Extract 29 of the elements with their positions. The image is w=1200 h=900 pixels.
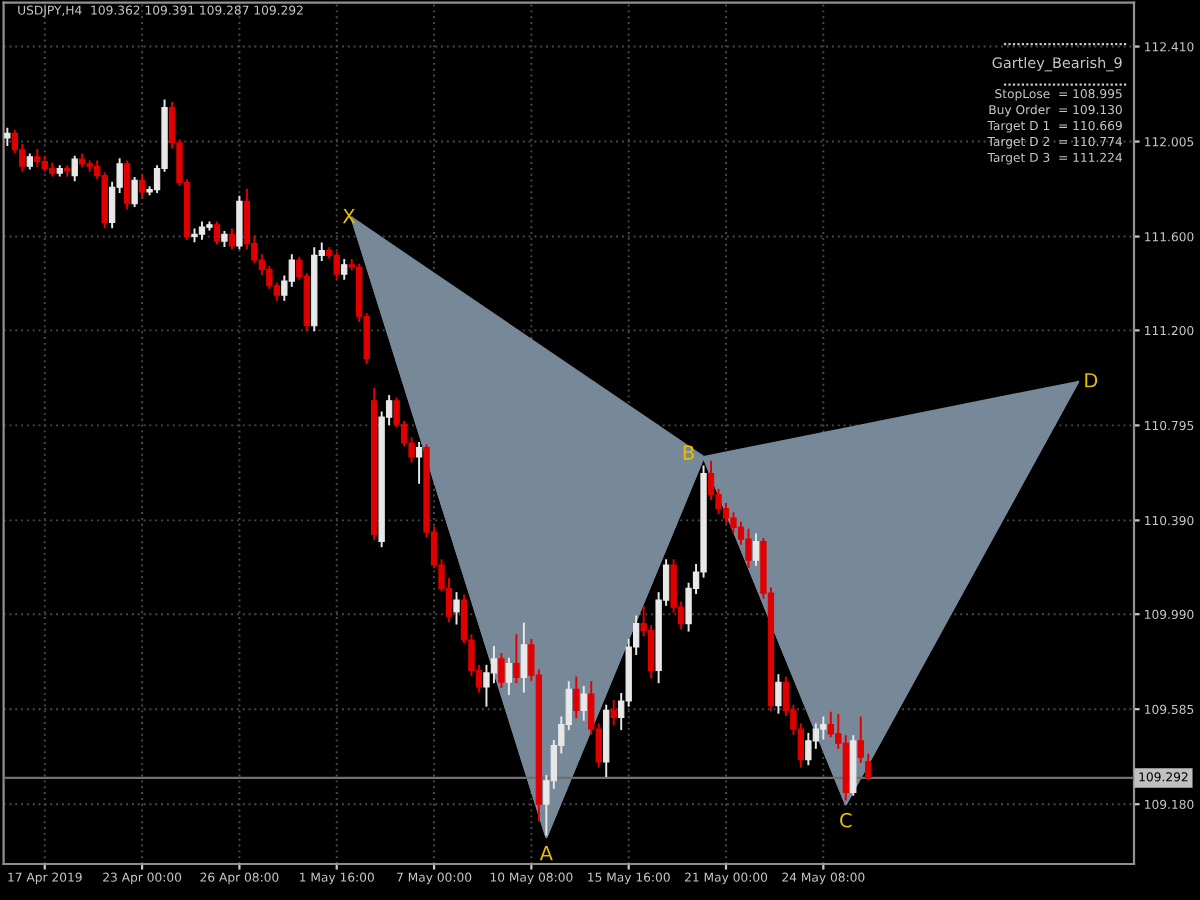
candlestick <box>513 634 520 684</box>
candlestick <box>228 228 236 250</box>
candlestick <box>580 685 587 721</box>
annotation: X <box>342 208 355 224</box>
candlestick <box>490 646 498 684</box>
candlestick <box>775 674 782 714</box>
candlestick <box>123 160 131 210</box>
annotation: B <box>683 445 694 460</box>
candlestick <box>236 195 243 250</box>
candlestick <box>505 657 513 695</box>
candlestick <box>752 533 760 566</box>
candlestick <box>138 174 146 198</box>
candlestick <box>131 176 138 208</box>
candlestick <box>453 592 460 625</box>
candlestick <box>498 653 505 688</box>
candlestick <box>573 676 580 719</box>
candlestick <box>415 442 423 484</box>
candlestick <box>610 700 617 726</box>
candlestick <box>722 502 730 524</box>
candlestick <box>745 528 752 569</box>
candlestick <box>707 460 715 501</box>
candlestick <box>341 259 348 280</box>
candlestick <box>333 252 340 280</box>
annotation: D <box>1085 373 1098 388</box>
candlestick <box>71 155 78 182</box>
annotation: A <box>539 845 553 861</box>
candlestick <box>213 221 221 245</box>
candlestick <box>520 622 528 693</box>
annotation: C <box>840 812 852 828</box>
